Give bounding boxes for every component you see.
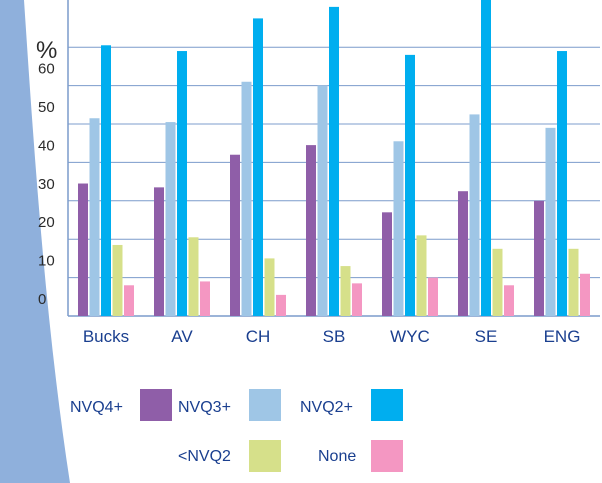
bar [264,258,275,316]
y-tick-label: 50 [38,99,55,116]
legend-item: <NVQ2 [178,440,281,472]
legend-swatch [140,389,172,421]
bar [504,285,514,316]
bar [405,54,415,316]
y-tick-label: 10 [38,253,55,270]
legend-item: NVQ2+ [300,389,403,421]
bar [580,273,590,316]
bar [241,81,252,316]
category-label: AV [171,327,193,346]
bar [253,18,263,317]
bar [557,51,567,316]
legend-swatch [371,440,403,472]
bar [382,212,392,316]
bar [154,187,164,316]
bar [306,145,316,316]
bar [124,285,134,316]
y-tick-labels: 0 10 20 30 40 50 60 [38,61,55,308]
legend-label: NVQ2+ [300,399,353,416]
bar [568,248,579,316]
legend-label: <NVQ2 [178,448,231,465]
legend-item: NVQ3+ [178,389,281,421]
bar [481,0,491,316]
category-label: SE [475,327,498,346]
bar [78,183,88,316]
category-labels: Bucks AV CH SB WYC SE ENG [83,327,581,346]
category-label: WYC [390,327,430,346]
y-tick-label: 40 [38,137,55,154]
category-label: SB [323,327,346,346]
bar [534,200,544,316]
bar [200,281,210,316]
bar [352,283,362,316]
bar [112,244,123,316]
bar [317,85,328,316]
category-label: ENG [544,327,581,346]
legend-swatch [249,440,281,472]
bar [469,114,480,317]
legend-label: NVQ4+ [70,399,123,416]
bar [89,118,100,317]
legend: NVQ4+ NVQ3+ NVQ2+ <NVQ2 None [70,389,403,472]
legend-item: None [318,440,403,472]
y-tick-label: 60 [38,61,55,78]
legend-label: NVQ3+ [178,399,231,416]
legend-item: NVQ4+ [70,389,172,421]
bar [165,122,176,316]
bar [276,294,286,316]
bar [458,191,468,316]
bar [545,127,556,316]
bar [393,141,404,316]
bar [230,154,240,316]
bar [492,248,503,316]
bar [428,277,438,316]
bar [416,235,427,316]
bar [340,266,351,316]
y-tick-label: 30 [38,176,55,193]
y-tick-label: 0 [38,291,46,308]
bars [78,0,590,317]
bar [329,6,339,316]
legend-swatch [371,389,403,421]
legend-swatch [249,389,281,421]
bar [188,237,199,316]
bar [101,45,111,316]
bar [177,51,187,316]
category-label: CH [246,327,271,346]
decorative-side-panel [0,0,70,483]
y-tick-label: 20 [38,214,55,231]
category-label: Bucks [83,327,129,346]
legend-label: None [318,448,356,465]
y-unit-label: % [36,37,57,64]
